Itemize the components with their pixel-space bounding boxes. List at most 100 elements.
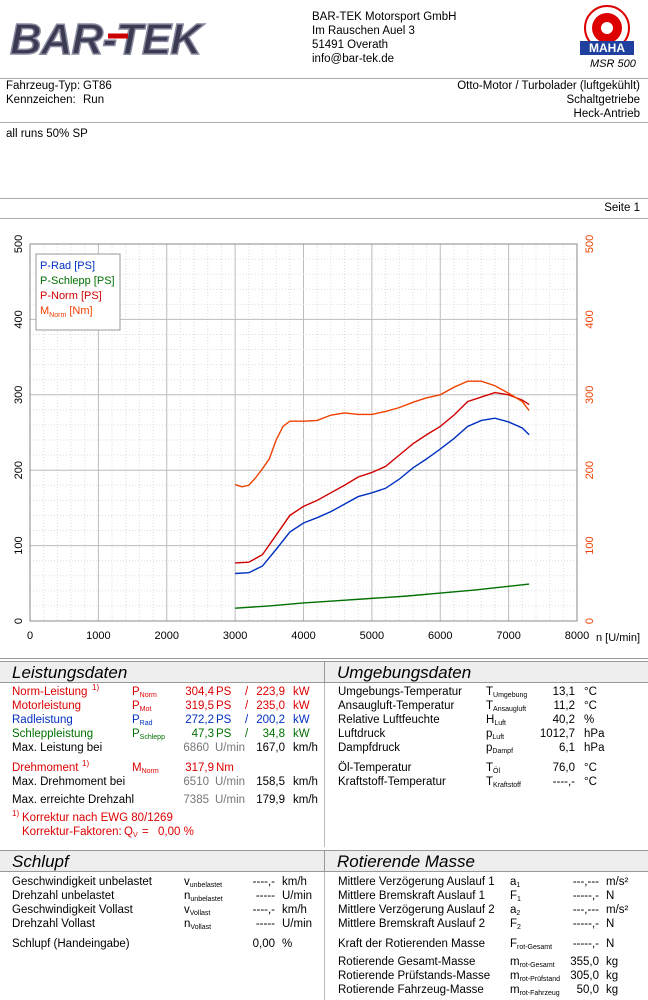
env-symbol: pLuft — [486, 728, 504, 741]
y-left-tick-label: 400 — [13, 310, 25, 328]
mass-value: -----,- — [572, 890, 599, 902]
mass-unit: m/s² — [606, 876, 629, 888]
power-kw-value: 235,0 — [256, 700, 285, 712]
slip-label: Drehzahl Vollast — [12, 918, 96, 930]
section-title-umgebungsdaten: Umgebungsdaten — [324, 661, 648, 683]
power-ps-value: 47,3 — [191, 728, 214, 740]
slip-label: Geschwindigkeit Vollast — [12, 904, 133, 916]
y-left-tick-label: 300 — [13, 386, 25, 404]
x-tick-label: 1000 — [86, 630, 110, 642]
speed-unit: km/h — [293, 794, 318, 806]
section-title-schlupf: Schlupf — [0, 850, 324, 872]
power-label: Norm-Leistung — [12, 686, 88, 698]
footnote-mark: 1) — [12, 809, 20, 818]
env-value: ----,- — [552, 776, 575, 788]
power-symbol: PMot — [132, 700, 151, 713]
power-symbol: PSchlepp — [132, 728, 165, 741]
y-left-tick-label: 500 — [13, 235, 25, 253]
symbol-subscript: Schlepp — [139, 734, 165, 741]
max-rpm-value: 7385 — [183, 794, 209, 806]
symbol-subscript: Umgebung — [493, 692, 528, 699]
vehicle-type-value: GT86 — [83, 80, 112, 92]
y-left-tick-label: 0 — [13, 618, 25, 624]
legend-entry: P-Schlepp [PS] — [40, 275, 115, 287]
symbol-subscript: 2 — [516, 910, 521, 917]
env-symbol: TÖl — [486, 762, 500, 775]
power-label: Motorleistung — [12, 700, 82, 712]
legend-entry: MNorm [Nm] — [40, 305, 93, 319]
correction-factor-value: 0,00 % — [158, 826, 194, 838]
footnote-mark: 1) — [92, 683, 100, 692]
power-symbol: PNorm — [132, 686, 157, 699]
symbol-subscript: Luft — [494, 720, 506, 727]
symbol-subscript: Luft — [492, 734, 505, 741]
symbol: T — [486, 762, 494, 774]
y-left-tick-label: 200 — [13, 461, 25, 479]
rpm-unit: U/min — [215, 742, 246, 754]
mass-label: Mittlere Verzögerung Auslauf 2 — [338, 904, 495, 916]
slip-symbol: nVollast — [184, 918, 211, 931]
separator: / — [245, 700, 249, 712]
correction-factor-label: Korrektur-Faktoren: — [22, 826, 122, 838]
plot-frame — [29, 243, 578, 622]
slip-value: ----- — [255, 890, 275, 902]
symbol: H — [486, 714, 495, 726]
mass-unit: N — [606, 890, 615, 902]
symbol: P — [132, 700, 140, 712]
symbol: F — [510, 938, 518, 950]
slip-unit: km/h — [282, 876, 307, 888]
power-ps-unit: PS — [216, 728, 232, 740]
torque-label: Drehmoment — [12, 762, 79, 774]
env-symbol: TKraftstoff — [486, 776, 521, 789]
mass-symbol: mrot-Gesamt — [510, 956, 555, 969]
max-power-label: Max. Leistung bei — [12, 742, 103, 754]
speed-unit: km/h — [293, 742, 318, 754]
symbol-subscript: Dampf — [492, 748, 514, 755]
symbol-subscript: 1 — [516, 882, 521, 889]
legend-entry: P-Norm [PS] — [40, 290, 102, 302]
mass-unit: N — [606, 918, 615, 930]
env-unit: % — [584, 714, 595, 726]
company-address: BAR-TEK Motorsport GmbH Im Rauschen Auel… — [312, 10, 456, 66]
power-kw-unit: kW — [293, 728, 310, 740]
x-tick-label: 5000 — [360, 630, 384, 642]
env-label: Dampfdruck — [338, 742, 400, 754]
symbol-subscript: Norm — [141, 768, 159, 775]
symbol-subscript: 2 — [517, 924, 521, 931]
symbol-subscript: unbelastet — [189, 882, 223, 889]
max-rpm-label: Max. erreichte Drehzahl — [12, 794, 135, 806]
symbol: T — [486, 700, 494, 712]
env-label: Relative Luftfeuchte — [338, 714, 440, 726]
slip-symbol: vunbelastet — [184, 876, 222, 889]
symbol-subscript: rot-Gesamt — [519, 962, 555, 969]
drive-type: Heck-Antrieb — [573, 108, 640, 120]
torque-value: 317,9 — [185, 762, 214, 774]
footnote-mark: 1) — [82, 759, 90, 768]
env-label: Kraftstoff-Temperatur — [338, 776, 446, 788]
y-right-tick-label: 400 — [584, 310, 596, 328]
slip-input-label: Schlupf (Handeingabe) — [12, 938, 130, 950]
env-label: Luftdruck — [338, 728, 386, 740]
mass-label: Mittlere Bremskraft Auslauf 2 — [338, 918, 485, 930]
mass-symbol: a2 — [510, 904, 520, 917]
env-symbol: pDampf — [486, 742, 513, 755]
mass-label: Mittlere Bremskraft Auslauf 1 — [338, 890, 485, 902]
env-symbol: TAnsaugluft — [486, 700, 526, 713]
correction-factor-symbol: QV — [124, 826, 138, 839]
symbol: M — [132, 762, 142, 774]
company-name: BAR-TEK Motorsport GmbH — [312, 11, 457, 23]
series-line-3 — [234, 380, 530, 488]
mass-force-unit: N — [606, 938, 615, 950]
symbol: P — [132, 714, 140, 726]
power-kw-value: 200,2 — [256, 714, 285, 726]
device-model: MSR 500 — [590, 58, 636, 70]
max-torque-label: Max. Drehmoment bei — [12, 776, 126, 788]
mass-unit: m/s² — [606, 904, 629, 916]
slip-value: ----,- — [252, 904, 275, 916]
y-right-tick-label: 500 — [584, 235, 596, 253]
power-ps-unit: PS — [216, 700, 232, 712]
power-label: Radleistung — [12, 714, 73, 726]
symbol: v — [184, 904, 190, 916]
torque-unit: Nm — [216, 762, 234, 774]
